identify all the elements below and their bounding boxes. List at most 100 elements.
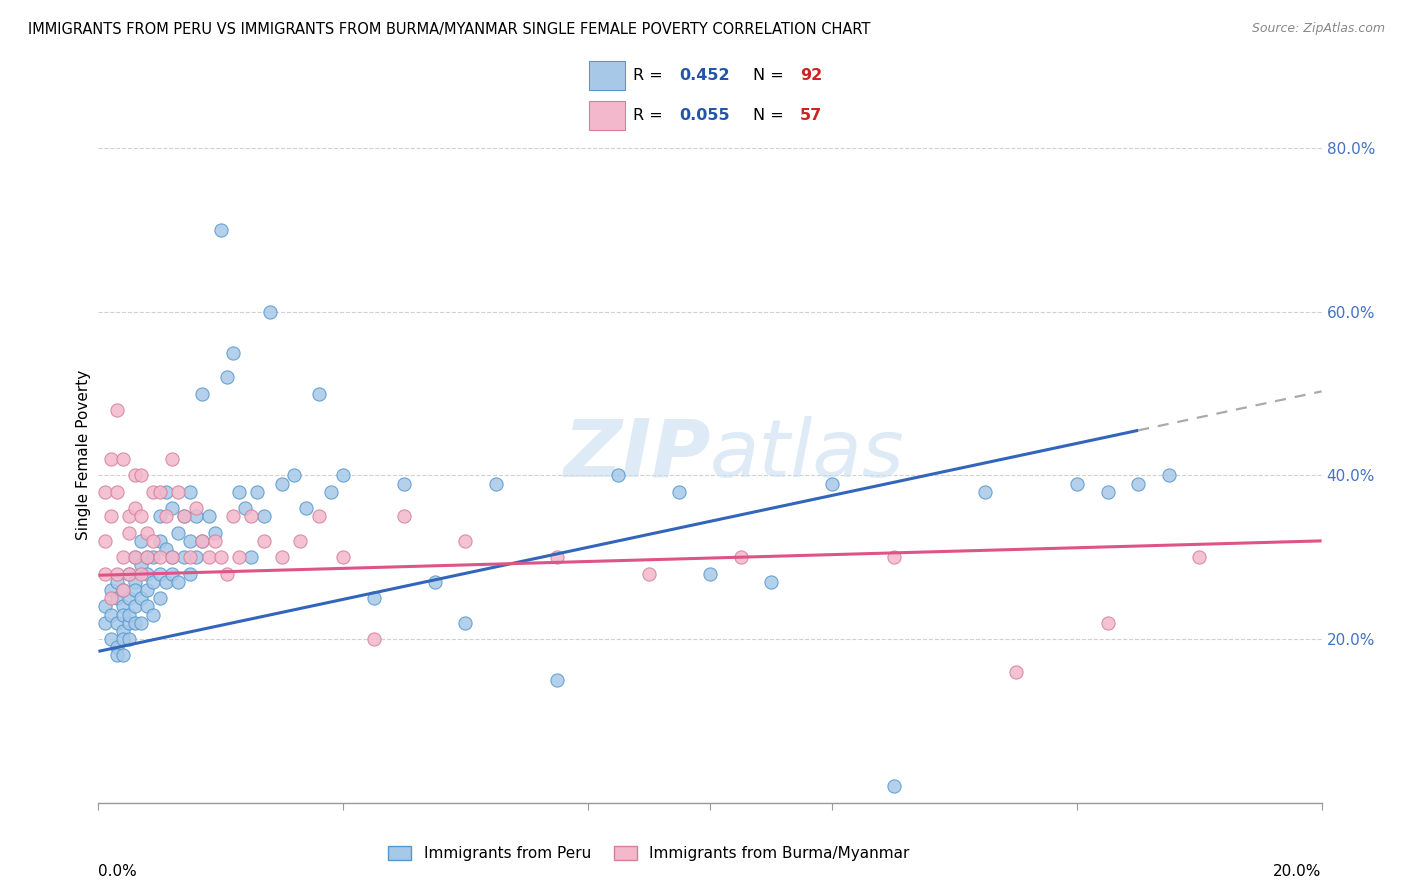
Point	[124, 501, 146, 516]
Point	[100, 509, 122, 524]
Text: 0.055: 0.055	[679, 108, 730, 123]
Point	[111, 607, 134, 622]
Point	[105, 574, 128, 589]
Point	[546, 550, 568, 565]
Point	[270, 476, 292, 491]
Point	[392, 476, 416, 491]
Point	[129, 533, 152, 548]
Point	[124, 550, 146, 565]
Point	[270, 550, 292, 565]
Point	[93, 599, 115, 614]
Point	[160, 501, 183, 516]
Point	[129, 509, 152, 524]
Point	[319, 484, 342, 499]
Point	[1097, 484, 1119, 499]
Point	[136, 550, 159, 565]
Point	[136, 599, 159, 614]
Text: atlas: atlas	[710, 416, 905, 494]
Point	[149, 550, 172, 565]
Point	[215, 370, 238, 384]
Point	[160, 550, 183, 565]
Point	[167, 484, 190, 499]
Point	[142, 550, 165, 565]
Point	[363, 632, 385, 646]
Point	[100, 632, 122, 646]
Point	[1004, 665, 1026, 679]
Point	[454, 615, 477, 630]
Point	[118, 566, 141, 581]
Point	[252, 509, 274, 524]
Point	[546, 673, 568, 687]
Point	[105, 566, 128, 581]
Point	[93, 484, 115, 499]
Point	[155, 574, 177, 589]
Point	[454, 533, 477, 548]
Text: 20.0%: 20.0%	[1274, 864, 1322, 880]
Point	[124, 582, 146, 597]
Point	[222, 509, 245, 524]
Point	[233, 501, 256, 516]
Point	[100, 582, 122, 597]
Point	[124, 550, 146, 565]
Point	[607, 468, 630, 483]
Point	[179, 550, 201, 565]
Point	[191, 533, 214, 548]
Point	[155, 509, 177, 524]
Point	[149, 566, 172, 581]
Point	[111, 599, 134, 614]
Point	[332, 550, 354, 565]
Point	[179, 533, 201, 548]
Point	[118, 607, 141, 622]
Point	[392, 509, 416, 524]
Text: N =: N =	[754, 68, 789, 83]
Point	[215, 566, 238, 581]
Text: IMMIGRANTS FROM PERU VS IMMIGRANTS FROM BURMA/MYANMAR SINGLE FEMALE POVERTY CORR: IMMIGRANTS FROM PERU VS IMMIGRANTS FROM …	[28, 22, 870, 37]
Point	[124, 615, 146, 630]
Point	[283, 468, 305, 483]
Point	[186, 501, 208, 516]
Point	[129, 615, 152, 630]
Point	[167, 525, 190, 540]
Point	[105, 648, 128, 663]
Point	[124, 468, 146, 483]
Point	[222, 345, 245, 359]
Point	[111, 452, 134, 467]
Point	[759, 574, 782, 589]
Point	[93, 615, 115, 630]
Point	[105, 484, 128, 499]
Point	[136, 566, 159, 581]
Point	[167, 574, 190, 589]
Point	[308, 509, 330, 524]
Point	[105, 403, 128, 417]
Point	[240, 509, 263, 524]
Point	[173, 550, 195, 565]
Point	[668, 484, 690, 499]
Point	[129, 591, 152, 606]
Point	[160, 550, 183, 565]
Point	[118, 509, 141, 524]
Point	[1157, 468, 1180, 483]
Point	[191, 386, 214, 401]
Point	[100, 591, 122, 606]
Point	[160, 566, 183, 581]
Point	[363, 591, 385, 606]
Text: 0.452: 0.452	[679, 68, 730, 83]
Point	[191, 533, 214, 548]
Point	[136, 525, 159, 540]
Text: R =: R =	[633, 68, 668, 83]
Point	[111, 550, 134, 565]
Text: ZIP: ZIP	[562, 416, 710, 494]
Point	[209, 223, 232, 237]
Point	[142, 607, 165, 622]
Point	[308, 386, 330, 401]
Point	[699, 566, 721, 581]
Point	[124, 599, 146, 614]
Point	[142, 574, 165, 589]
Point	[100, 452, 122, 467]
Point	[149, 533, 172, 548]
Point	[228, 550, 250, 565]
Point	[93, 533, 115, 548]
Text: 92: 92	[800, 68, 823, 83]
Point	[129, 558, 152, 573]
Point	[142, 533, 165, 548]
